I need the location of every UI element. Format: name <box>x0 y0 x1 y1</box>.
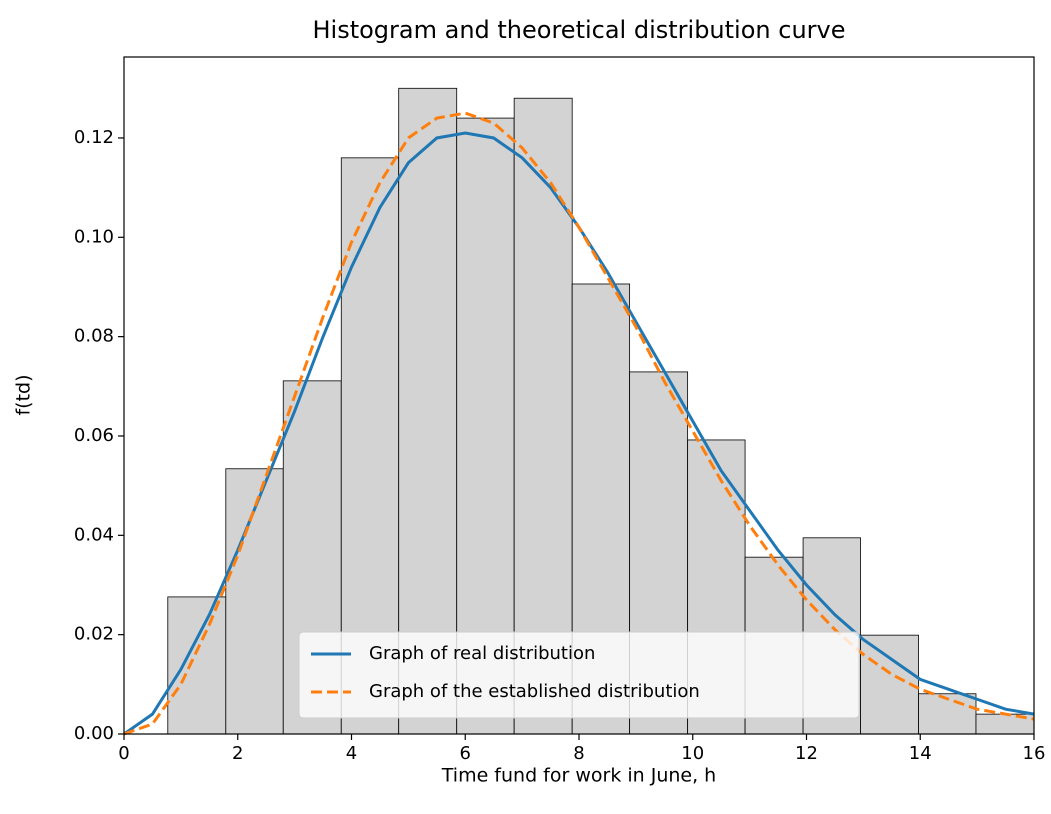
x-tick-label: 8 <box>573 743 584 764</box>
histogram-bar <box>398 87 458 735</box>
y-tick-label: 0.10 <box>74 226 114 247</box>
x-tick-label: 2 <box>232 743 243 764</box>
y-tick-label: 0.08 <box>74 326 114 347</box>
y-axis-label: f(td) <box>13 374 35 415</box>
x-tick-label: 10 <box>681 743 704 764</box>
x-tick-label: 0 <box>118 743 129 764</box>
x-tick-label: 14 <box>909 743 932 764</box>
y-tick-label: 0.00 <box>74 723 114 744</box>
x-tick-label: 6 <box>460 743 471 764</box>
x-axis-label: Time fund for work in June, h <box>441 765 716 787</box>
legend-label: Graph of the established distribution <box>369 681 700 702</box>
legend-box <box>298 631 860 719</box>
y-tick-label: 0.04 <box>74 524 114 545</box>
chart-title: Histogram and theoretical distribution c… <box>312 16 845 44</box>
y-tick-label: 0.02 <box>74 624 114 645</box>
histogram-bar <box>456 117 515 735</box>
y-tick-label: 0.06 <box>74 425 114 446</box>
x-tick-label: 16 <box>1023 743 1046 764</box>
x-tick-label: 12 <box>795 743 818 764</box>
distribution-line <box>123 111 1035 736</box>
y-tick-label: 0.12 <box>74 127 114 148</box>
histogram-bar <box>167 596 227 735</box>
legend-label: Graph of real distribution <box>369 643 595 664</box>
x-tick-label: 4 <box>346 743 357 764</box>
